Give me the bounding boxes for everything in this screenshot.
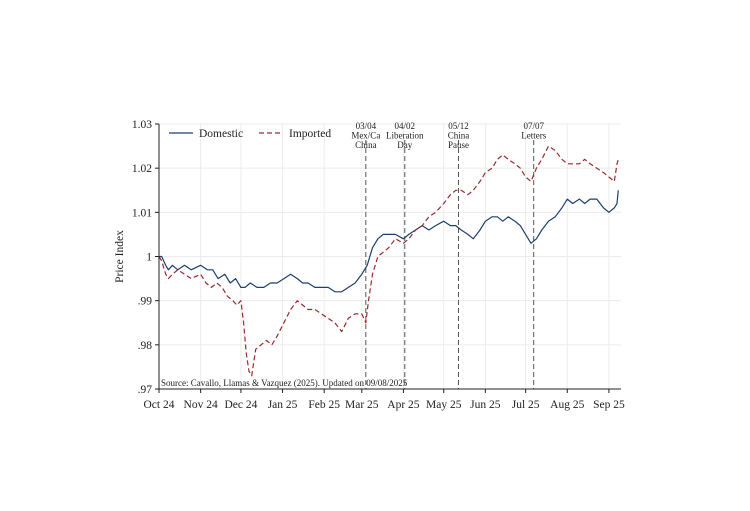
event-label: 05/12 — [448, 121, 469, 131]
event-label: China — [355, 140, 377, 150]
event-label: 03/04 — [356, 121, 377, 131]
x-tick-label: Feb 25 — [308, 399, 340, 411]
x-tick-label: Sep 25 — [593, 399, 625, 411]
legend: Domestic Imported — [169, 128, 331, 140]
event-label: 04/02 — [395, 121, 416, 131]
series-lines — [158, 145, 619, 377]
y-tick-label: .97 — [138, 384, 153, 396]
y-tick-label: 1.02 — [132, 163, 152, 175]
x-tick-label: Aug 25 — [550, 399, 584, 411]
y-tick-label: 1.01 — [132, 207, 152, 219]
event-markers: 03/04Mex/CaChina04/02LiberationDay05/12C… — [351, 121, 547, 389]
x-tick-label: Jun 25 — [470, 399, 501, 411]
legend-label-domestic: Domestic — [199, 128, 243, 140]
x-tick-label: Jan 25 — [268, 399, 298, 411]
source-note: Source: Cavallo, Llamas & Vazquez (2025)… — [161, 378, 408, 388]
y-tick-label: 1 — [146, 252, 152, 264]
series-line-imported — [158, 145, 619, 377]
y-tick-label: .98 — [138, 340, 153, 352]
x-tick-label: Apr 25 — [387, 399, 420, 411]
event-label: China — [448, 131, 470, 141]
event-label: Letters — [521, 131, 546, 141]
event-label: Mex/Ca — [351, 131, 380, 141]
y-axis-title: Price Index — [114, 230, 126, 283]
x-tick-label: Jul 25 — [512, 399, 540, 411]
x-tick-label: Dec 24 — [224, 399, 257, 411]
x-tick-label: Mar 25 — [345, 399, 379, 411]
y-ticks: .97 .98 .99 1 1.01 1.02 1.03 — [132, 119, 159, 396]
x-ticks: Oct 24 Nov 24 Dec 24 Jan 25 Feb 25 Mar 25 Apr … — [144, 389, 625, 411]
event-label: 07/07 — [523, 121, 544, 131]
event-label: Liberation — [386, 131, 424, 141]
y-tick-label: 1.03 — [132, 119, 152, 131]
x-tick-label: May 25 — [426, 399, 462, 411]
event-label: Day — [397, 140, 412, 150]
x-tick-label: Oct 24 — [144, 399, 175, 411]
legend-label-imported: Imported — [289, 128, 331, 140]
grid — [158, 123, 621, 390]
y-tick-label: .99 — [138, 296, 153, 308]
event-label: Pause — [448, 140, 469, 150]
series-line-domestic — [159, 190, 619, 293]
x-tick-label: Nov 24 — [184, 399, 218, 411]
